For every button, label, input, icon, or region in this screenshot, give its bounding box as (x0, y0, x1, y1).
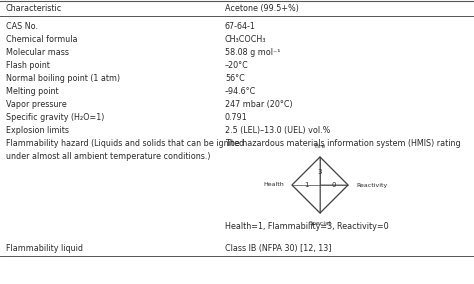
Text: 56°C: 56°C (225, 74, 245, 83)
Text: 67-64-1: 67-64-1 (225, 22, 256, 31)
Text: 247 mbar (20°C): 247 mbar (20°C) (225, 100, 292, 109)
Text: –94.6°C: –94.6°C (225, 87, 256, 96)
Text: Class IB (NFPA 30) [12, 13]: Class IB (NFPA 30) [12, 13] (225, 244, 331, 253)
Text: Characteristic: Characteristic (6, 4, 62, 13)
Text: Melting point: Melting point (6, 87, 59, 96)
Text: Specific gravity (H₂O=1): Specific gravity (H₂O=1) (6, 113, 104, 122)
Text: Normal boiling point (1 atm): Normal boiling point (1 atm) (6, 74, 120, 83)
Text: Acetone (99.5+%): Acetone (99.5+%) (225, 4, 299, 13)
Text: CH₃COCH₃: CH₃COCH₃ (225, 35, 266, 44)
Text: 0.791: 0.791 (225, 113, 248, 122)
Text: Molecular mass: Molecular mass (6, 48, 69, 57)
Polygon shape (320, 157, 348, 213)
Text: under almost all ambient temperature conditions.): under almost all ambient temperature con… (6, 152, 210, 161)
Text: Explosion limits: Explosion limits (6, 126, 69, 135)
Text: 0: 0 (331, 182, 336, 188)
Text: 2.5 (LEL)–13.0 (UEL) vol.%: 2.5 (LEL)–13.0 (UEL) vol.% (225, 126, 330, 135)
Text: Vapor pressure: Vapor pressure (6, 100, 67, 109)
Polygon shape (292, 157, 348, 185)
Text: 3: 3 (318, 169, 322, 175)
Polygon shape (292, 157, 320, 213)
Text: Reactivity: Reactivity (356, 183, 387, 187)
Polygon shape (292, 185, 348, 213)
Text: 1: 1 (304, 182, 309, 188)
Text: Health: Health (263, 183, 284, 187)
Text: Fire: Fire (314, 144, 326, 149)
Text: CAS No.: CAS No. (6, 22, 38, 31)
Text: Chemical formula: Chemical formula (6, 35, 78, 44)
Text: 58.08 g mol⁻¹: 58.08 g mol⁻¹ (225, 48, 281, 57)
Text: –20°C: –20°C (225, 61, 249, 70)
Text: Special: Special (309, 221, 331, 226)
Text: The hazardous materials information system (HMIS) rating: The hazardous materials information syst… (225, 139, 461, 148)
Text: Flammability hazard (Liquids and solids that can be ignited: Flammability hazard (Liquids and solids … (6, 139, 244, 148)
Text: Health=1, Flammability=3, Reactivity=0: Health=1, Flammability=3, Reactivity=0 (225, 222, 389, 231)
Text: Flammability liquid: Flammability liquid (6, 244, 83, 253)
Text: Flash point: Flash point (6, 61, 50, 70)
